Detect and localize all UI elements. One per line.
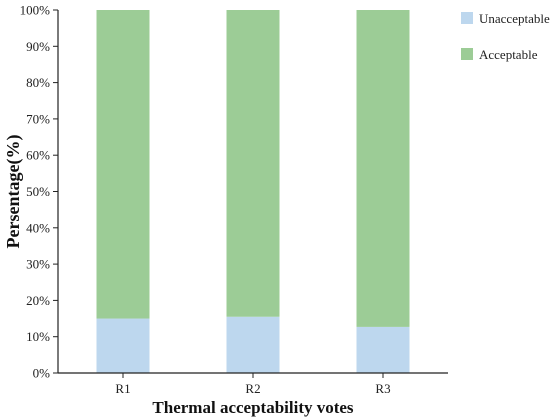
legend-label-acceptable: Acceptable [479, 47, 538, 62]
bar-unacceptable-r3 [356, 326, 410, 373]
y-tick-label: 80% [26, 75, 50, 90]
bar-acceptable-r1 [96, 10, 150, 319]
x-axis-title: Thermal acceptability votes [152, 398, 354, 417]
y-axis-title: Persentage(%) [3, 135, 24, 249]
y-tick-label: 0% [33, 366, 51, 381]
legend-label-unacceptable: Unacceptable [479, 11, 550, 26]
y-tick-label: 60% [26, 148, 50, 163]
axes: 0% 10% 20% 30% 40% 50% 60% 70% 80% 90% 100% R1 R2 R3 [20, 3, 448, 396]
plot-area [96, 10, 410, 373]
legend-swatch-unacceptable [461, 12, 473, 24]
x-tick-label: R2 [245, 381, 260, 396]
y-tick-label: 70% [26, 111, 50, 126]
x-tick-label: R3 [375, 381, 390, 396]
y-tick-label: 90% [26, 39, 50, 54]
y-tick-label: 30% [26, 257, 50, 272]
y-tick-label: 10% [26, 329, 50, 344]
y-tick-label: 20% [26, 293, 50, 308]
bar-acceptable-r3 [356, 10, 410, 327]
bar-acceptable-r2 [226, 10, 280, 317]
y-tick-label: 50% [26, 184, 50, 199]
y-tick-label: 100% [20, 3, 51, 18]
legend-swatch-acceptable [461, 48, 473, 60]
bar-unacceptable-r1 [96, 318, 150, 373]
x-tick-label: R1 [115, 381, 130, 396]
y-tick-label: 40% [26, 220, 50, 235]
legend: Unacceptable Acceptable [461, 11, 550, 62]
bar-unacceptable-r2 [226, 316, 280, 373]
